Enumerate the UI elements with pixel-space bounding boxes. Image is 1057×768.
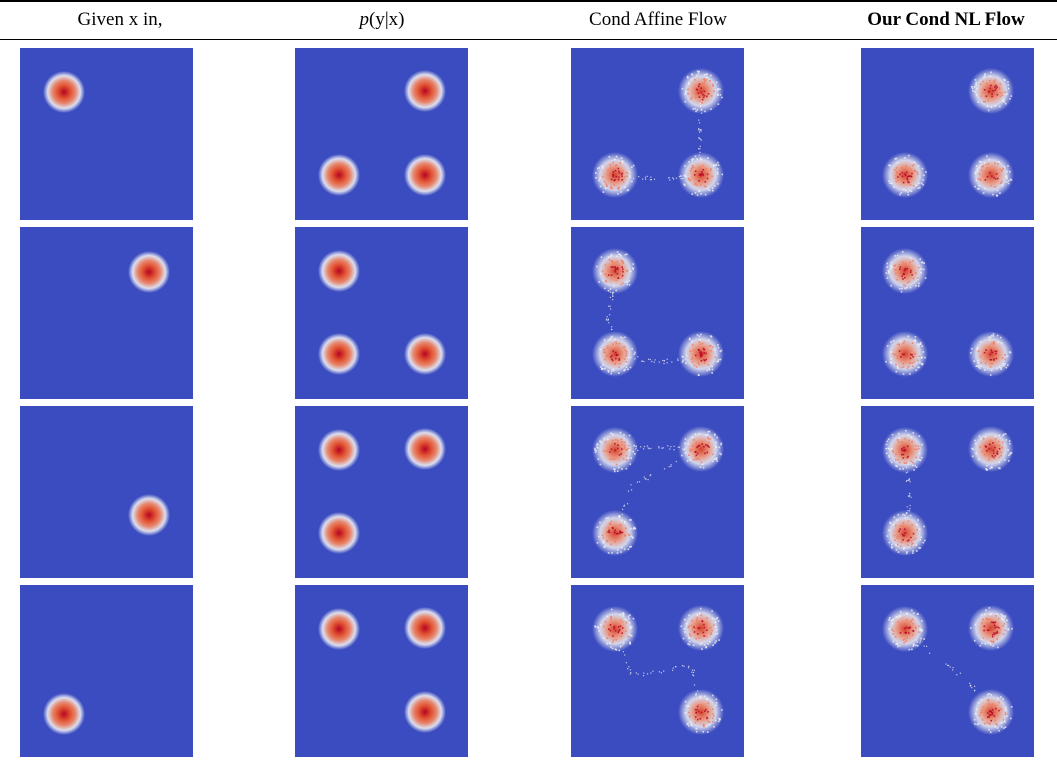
header-cond-nl-flow: Our Cond NL Flow [826, 8, 1057, 32]
panel-row4-nl [861, 585, 1034, 757]
nl-mode-bottom-right-row1 [968, 152, 1014, 198]
panel-row3-affine [571, 406, 744, 578]
density-plot-row4-true [295, 585, 468, 757]
nl-mode-bottom-right-row2 [968, 331, 1014, 377]
nl-mode-top-left-row2 [882, 248, 928, 294]
density-plot-row2-true [295, 227, 468, 399]
density-plot-row3-true [295, 406, 468, 578]
header-affine-label: Cond Affine Flow [589, 9, 727, 30]
panel-row1-given [20, 48, 193, 220]
true-mode-bottom-right-row1 [404, 154, 446, 196]
density-plot-row1-affine [571, 48, 744, 220]
given-mode-bottom-left-row4 [43, 693, 85, 735]
true-mode-bottom-left-row3 [318, 512, 360, 554]
panel-row2-given [20, 227, 193, 399]
affine-mode-bottom-right-row4 [678, 689, 724, 735]
panel-row2-true [295, 227, 468, 399]
panel-row1-affine [571, 48, 744, 220]
header-true-conditional: p(y|x) [262, 8, 502, 32]
density-plot-row1-given [20, 48, 193, 220]
true-mode-bottom-right-row4 [404, 691, 446, 733]
true-mode-bottom-left-row2 [318, 333, 360, 375]
affine-mode-bottom-left-row2 [592, 331, 638, 377]
nl-mode-top-left-row4 [882, 606, 928, 652]
true-mode-bottom-right-row2 [404, 333, 446, 375]
true-mode-top-left-row3 [318, 429, 360, 471]
true-mode-top-left-row2 [318, 250, 360, 292]
panel-row1-nl [861, 48, 1034, 220]
affine-mode-bottom-left-row1 [592, 152, 638, 198]
nl-mode-top-right-row3 [968, 426, 1014, 472]
density-plot-row1-true [295, 48, 468, 220]
header-cond-affine-flow: Cond Affine Flow [538, 8, 778, 32]
panel-row2-affine [571, 227, 744, 399]
panel-row4-affine [571, 585, 744, 757]
density-plot-row3-nl [861, 406, 1034, 578]
true-mode-top-left-row4 [318, 608, 360, 650]
header-given-x-label: Given x in, [77, 9, 163, 30]
true-mode-top-right-row3 [404, 428, 446, 470]
density-plot-row2-affine [571, 227, 744, 399]
affine-mode-bottom-left-row3 [592, 510, 638, 556]
nl-mode-bottom-left-row2 [882, 331, 928, 377]
nl-mode-bottom-right-row4 [968, 689, 1014, 735]
panel-row3-nl [861, 406, 1034, 578]
header-true-label: (y|x) [369, 9, 405, 30]
affine-mode-top-left-row4 [592, 606, 638, 652]
density-plot-row4-nl [861, 585, 1034, 757]
panel-row4-true [295, 585, 468, 757]
affine-mode-top-right-row3 [678, 426, 724, 472]
density-plot-row4-given [20, 585, 193, 757]
density-plot-row2-given [20, 227, 193, 399]
panel-row4-given [20, 585, 193, 757]
given-mode-top-left-row1 [43, 71, 85, 113]
affine-mode-top-right-row4 [678, 605, 724, 651]
panel-row1-true [295, 48, 468, 220]
nl-mode-bottom-left-row1 [882, 152, 928, 198]
affine-mode-top-left-row2 [592, 248, 638, 294]
density-plot-row4-affine [571, 585, 744, 757]
panel-row3-true [295, 406, 468, 578]
affine-mode-top-left-row3 [592, 427, 638, 473]
header-given-x: Given x in, [0, 8, 240, 32]
panel-row3-given [20, 406, 193, 578]
nl-mode-top-left-row3 [882, 427, 928, 473]
nl-mode-bottom-left-row3 [882, 510, 928, 556]
header-true-prefix: p [359, 9, 370, 30]
nl-mode-top-right-row1 [968, 68, 1014, 114]
true-mode-top-right-row4 [404, 607, 446, 649]
given-mode-bottom-right-row3 [128, 494, 170, 536]
table-top-rule [0, 0, 1057, 2]
given-mode-top-right-inner-row2 [128, 251, 170, 293]
affine-mode-top-right-row1 [678, 68, 724, 114]
true-mode-top-right-row1 [404, 70, 446, 112]
density-plot-row2-nl [861, 227, 1034, 399]
affine-mode-bottom-right-row2 [678, 331, 724, 377]
density-plot-row3-affine [571, 406, 744, 578]
affine-mode-bottom-right-row1 [678, 152, 724, 198]
table-header-rule [0, 39, 1057, 40]
true-mode-bottom-left-row1 [318, 154, 360, 196]
header-nl-label: Our Cond NL Flow [867, 9, 1025, 30]
panel-row2-nl [861, 227, 1034, 399]
density-plot-row3-given [20, 406, 193, 578]
density-plot-row1-nl [861, 48, 1034, 220]
nl-mode-top-right-row4 [968, 605, 1014, 651]
